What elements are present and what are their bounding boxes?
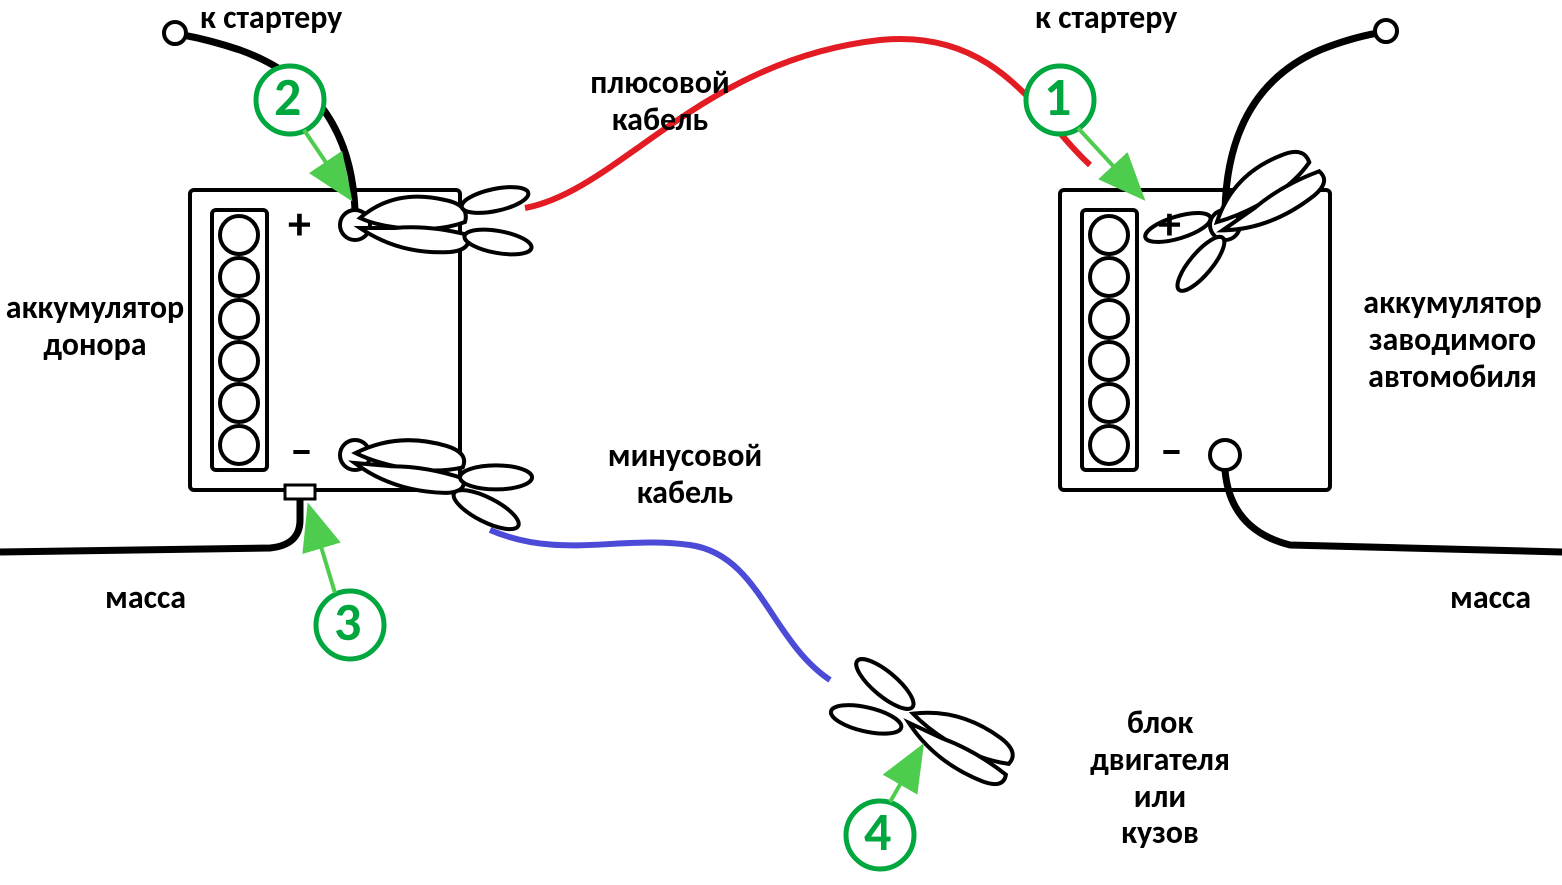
label-pos-cable: плюсовой кабель (560, 65, 760, 139)
label-starter-right: к стартеру (1035, 0, 1177, 37)
sign-minus-right: – (1160, 424, 1183, 477)
wire-mass-left (0, 485, 315, 552)
sign-plus-left: + (288, 198, 311, 251)
clamp-3 (350, 435, 536, 538)
marker-3-text: 3 (334, 591, 361, 653)
label-mass-left: масса (105, 580, 186, 617)
marker-4-text: 4 (864, 801, 891, 863)
sign-plus-right: + (1158, 198, 1181, 251)
clamp-4 (824, 648, 1029, 800)
marker-2-text: 2 (274, 66, 301, 128)
label-starter-left: к стартеру (200, 0, 342, 37)
marker-1-text: 1 (1044, 66, 1071, 128)
sign-minus-left: – (290, 424, 313, 477)
label-mass-right: масса (1450, 580, 1531, 617)
wire-mass-right (1225, 470, 1562, 552)
label-donor: аккумулятор донора (0, 290, 195, 364)
clamp-2 (360, 182, 533, 259)
label-engine-block: блок двигателя или кузов (1060, 705, 1260, 852)
battery-recipient (1060, 190, 1330, 490)
cable-negative (490, 530, 830, 680)
label-neg-cable: минусовой кабель (575, 438, 795, 512)
label-recipient: аккумулятор заводимого автомобиля (1345, 285, 1560, 395)
